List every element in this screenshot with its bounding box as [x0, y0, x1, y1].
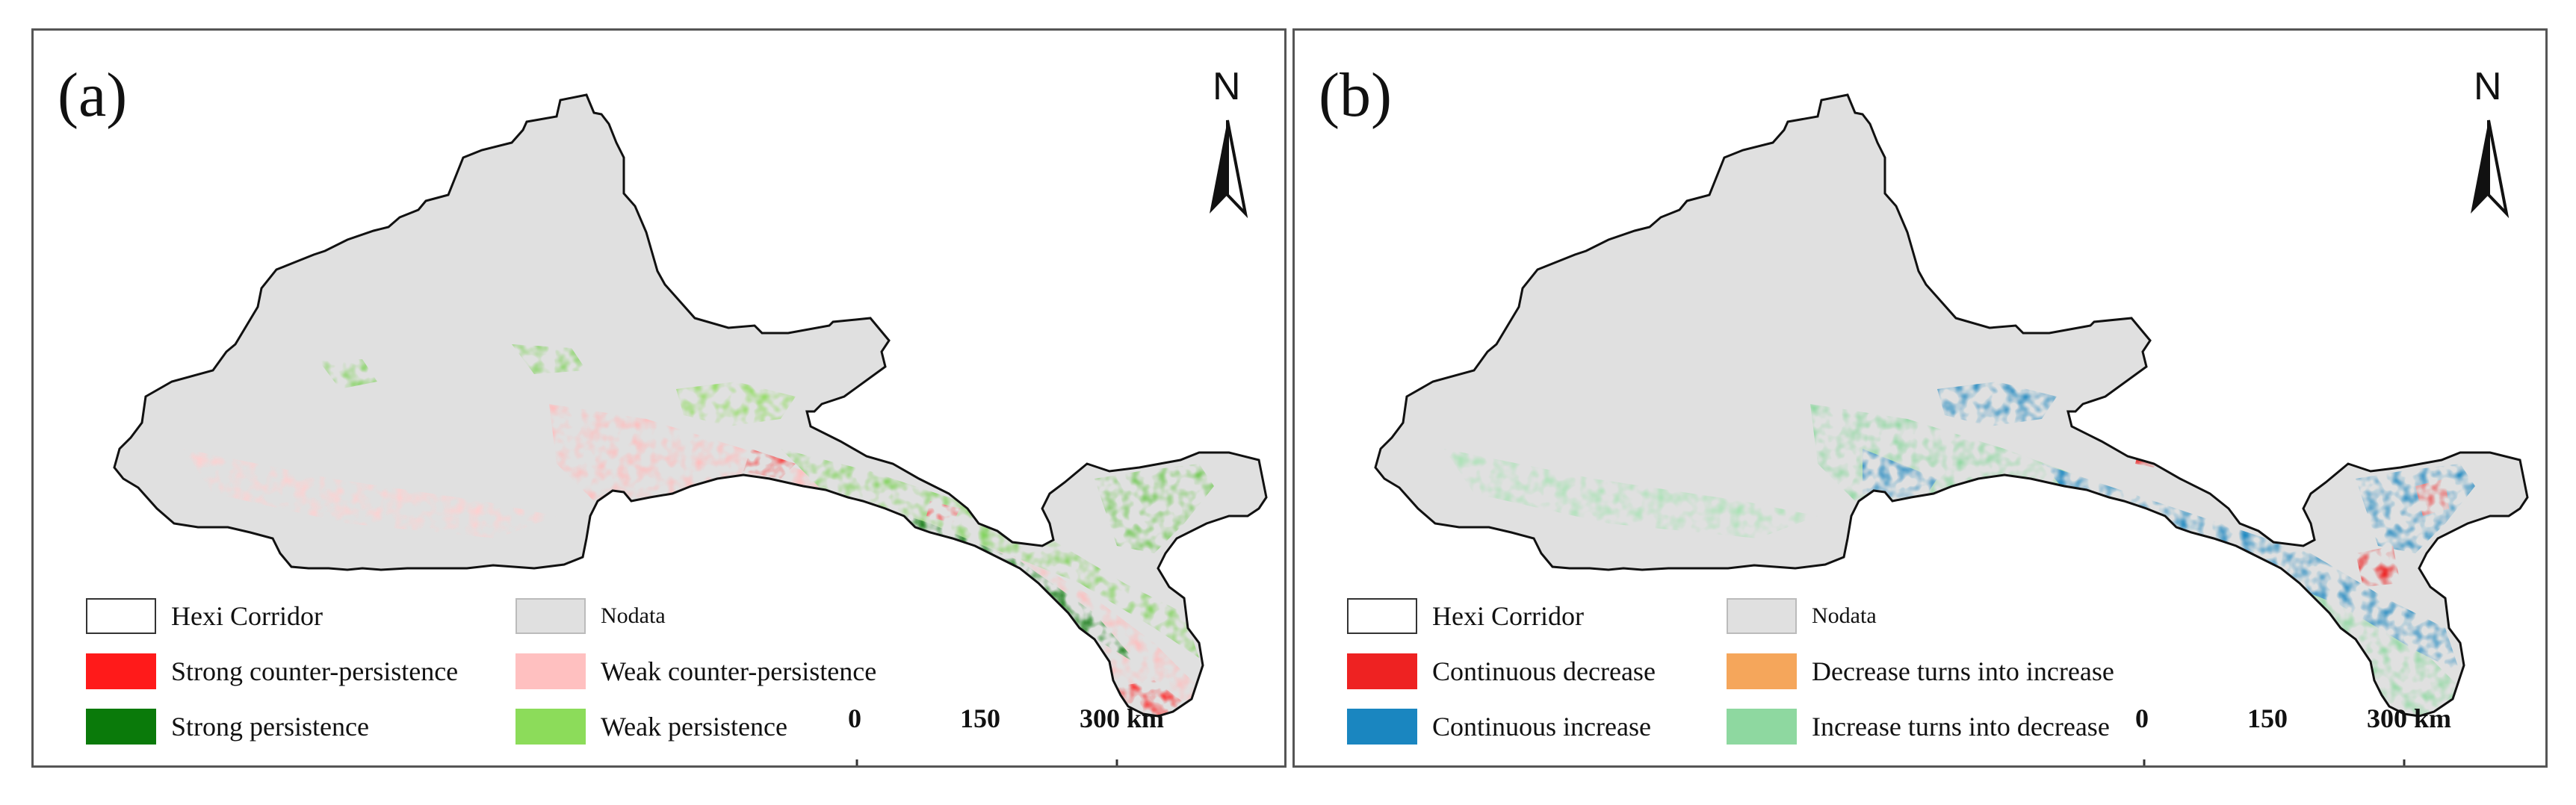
legend-item: Hexi Corridor [86, 597, 323, 635]
scale-tick-label: 150 [2247, 703, 2288, 733]
legend-swatch [1347, 653, 1417, 689]
north-label: N [2474, 65, 2502, 108]
north-arrow: N [2453, 64, 2542, 229]
map-panel-a: (a) N Hexi [31, 28, 1287, 768]
legend-label: Continuous decrease [1432, 656, 1656, 686]
legend-item: Weak persistence [515, 707, 787, 746]
legend-label: Weak counter-persistence [601, 656, 877, 686]
legend-item: Increase turns into decrease [1727, 707, 2110, 746]
legend-label: Decrease turns into increase [1812, 656, 2114, 686]
north-label: N [1213, 65, 1241, 108]
north-arrow: N [1192, 64, 1281, 229]
legend-item: Nodata [1727, 597, 1877, 635]
legend-swatch [1727, 709, 1797, 745]
hexi-corridor-map [113, 93, 1268, 718]
scale-bar-line [855, 759, 1118, 765]
legend-swatch [86, 598, 156, 634]
legend-item: Hexi Corridor [1347, 597, 1584, 635]
north-arrow-icon [1210, 119, 1248, 219]
legend-item: Continuous increase [1347, 707, 1651, 746]
legend-label: Continuous increase [1432, 712, 1651, 742]
legend-swatch [515, 653, 586, 689]
legend-label: Increase turns into decrease [1812, 712, 2110, 742]
scale-bar-line [2143, 759, 2406, 765]
panel-label: (a) [58, 60, 128, 130]
hexi-corridor-map [1374, 93, 2529, 718]
legend-item: Weak counter-persistence [515, 652, 876, 691]
legend-item: Strong persistence [86, 707, 369, 746]
legend-swatch [515, 709, 586, 745]
scale-tick-label: 0 [2135, 703, 2149, 733]
legend-label: Strong persistence [171, 712, 369, 742]
legend-label: Weak persistence [601, 712, 787, 742]
north-arrow-icon [2471, 119, 2510, 219]
map-panel-b: (b) N Hexi Corridor [1292, 28, 2548, 768]
legend-swatch [515, 598, 586, 634]
scale-bar: 0 150 300 km [848, 703, 1164, 765]
legend-label: Nodata [601, 603, 666, 628]
legend-swatch [86, 653, 156, 689]
legend-label: Hexi Corridor [1432, 601, 1584, 631]
panel-label: (b) [1319, 60, 1392, 130]
scale-tick-label: 300 km [1080, 703, 1165, 733]
legend-swatch [1347, 598, 1417, 634]
legend-item: Strong counter-persistence [86, 652, 458, 691]
legend-label: Strong counter-persistence [171, 656, 459, 686]
legend-item: Continuous decrease [1347, 652, 1656, 691]
legend-label: Hexi Corridor [171, 601, 323, 631]
legend-swatch [1347, 709, 1417, 745]
scale-bar: 0 150 300 km [2135, 703, 2451, 765]
legend-label: Nodata [1812, 603, 1877, 628]
legend-item: Decrease turns into increase [1727, 652, 2114, 691]
scale-tick-label: 0 [848, 703, 861, 733]
legend-item: Nodata [515, 597, 666, 635]
legend-swatch [1727, 598, 1797, 634]
scale-tick-label: 300 km [2367, 703, 2452, 733]
legend-swatch [86, 709, 156, 745]
scale-tick-label: 150 [960, 703, 1000, 733]
legend-swatch [1727, 653, 1797, 689]
